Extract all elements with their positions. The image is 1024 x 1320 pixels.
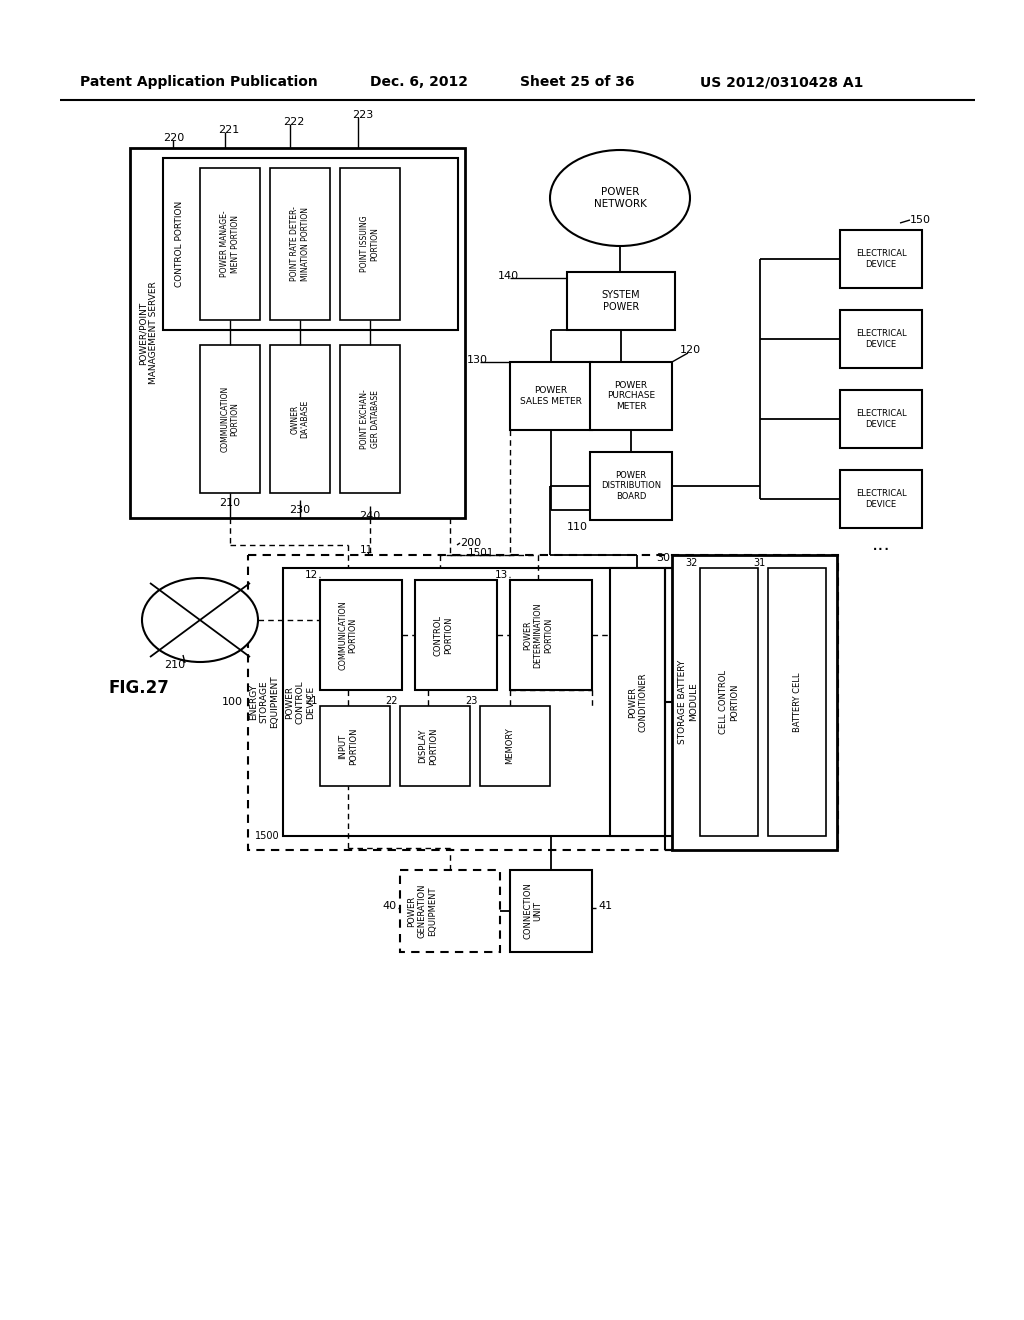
Text: SYSTEM
POWER: SYSTEM POWER — [602, 290, 640, 312]
Text: 230: 230 — [290, 506, 310, 515]
Text: 200: 200 — [460, 539, 481, 548]
Bar — [340, 345, 400, 492]
Bar — [840, 389, 922, 447]
Text: ELECTRICAL
DEVICE: ELECTRICAL DEVICE — [856, 490, 906, 508]
Bar — [840, 310, 922, 368]
Text: 240: 240 — [359, 511, 381, 521]
Bar — [567, 272, 675, 330]
Text: 130: 130 — [467, 355, 488, 366]
Bar — [248, 554, 838, 850]
Bar — [400, 706, 470, 785]
Text: 12: 12 — [305, 570, 318, 579]
Bar — [840, 470, 922, 528]
Text: INPUT
PORTION: INPUT PORTION — [338, 727, 357, 764]
Text: 210: 210 — [219, 498, 241, 508]
Text: ELECTRICAL
DEVICE: ELECTRICAL DEVICE — [856, 329, 906, 348]
Bar — [590, 362, 672, 430]
Text: 221: 221 — [218, 125, 240, 135]
Text: ENERGY
STORAGE
EQUIPMENT: ENERGY STORAGE EQUIPMENT — [249, 676, 279, 729]
Text: POWER
CONDITIONER: POWER CONDITIONER — [629, 672, 648, 731]
Text: CELL CONTROL
PORTION: CELL CONTROL PORTION — [719, 671, 738, 734]
Text: POWER/POINT
MANAGEMENT SERVER: POWER/POINT MANAGEMENT SERVER — [138, 281, 158, 384]
Bar — [340, 168, 400, 319]
Text: 100: 100 — [222, 697, 243, 708]
Text: CONNECTION
UNIT: CONNECTION UNIT — [523, 883, 543, 940]
Text: 120: 120 — [680, 345, 701, 355]
Bar — [672, 554, 837, 850]
Bar — [270, 168, 330, 319]
Text: 222: 222 — [283, 117, 304, 127]
Text: POWER
GENERATION
EQUIPMENT: POWER GENERATION EQUIPMENT — [408, 884, 437, 939]
Bar — [840, 230, 922, 288]
Text: ELECTRICAL
DEVICE: ELECTRICAL DEVICE — [856, 249, 906, 269]
Text: POWER
CONTROL
DEVICE: POWER CONTROL DEVICE — [285, 680, 315, 723]
Text: DISPLAY
PORTION: DISPLAY PORTION — [418, 727, 437, 764]
Bar — [163, 158, 458, 330]
Ellipse shape — [550, 150, 690, 246]
Bar — [480, 706, 550, 785]
Text: 32: 32 — [686, 558, 698, 568]
Text: POINT EXCHAN-
GER DATABASE: POINT EXCHAN- GER DATABASE — [360, 389, 380, 449]
Text: 150: 150 — [910, 215, 931, 224]
Text: 220: 220 — [163, 133, 184, 143]
Bar — [700, 568, 758, 836]
Text: Patent Application Publication: Patent Application Publication — [80, 75, 317, 88]
Text: POINT ISSUING
PORTION: POINT ISSUING PORTION — [360, 215, 380, 272]
Text: 223: 223 — [352, 110, 374, 120]
Text: POWER
PURCHASE
METER: POWER PURCHASE METER — [607, 381, 655, 411]
Text: OWNER
DA'ABASE: OWNER DA'ABASE — [290, 400, 309, 438]
Text: 41: 41 — [598, 902, 612, 911]
Text: COMMUNICATION
PORTION: COMMUNICATION PORTION — [338, 601, 357, 669]
Text: POINT RATE DETER-
MINATION PORTION: POINT RATE DETER- MINATION PORTION — [290, 206, 309, 281]
Bar — [270, 345, 330, 492]
Bar — [768, 568, 826, 836]
Bar — [510, 579, 592, 690]
Text: 140: 140 — [498, 271, 519, 281]
Ellipse shape — [142, 578, 258, 663]
Text: FIG.27: FIG.27 — [108, 678, 169, 697]
Text: 23: 23 — [466, 696, 478, 706]
Bar — [510, 362, 592, 430]
Text: ...: ... — [871, 536, 891, 554]
Text: US 2012/0310428 A1: US 2012/0310428 A1 — [700, 75, 863, 88]
Text: 210: 210 — [165, 660, 185, 671]
Text: Dec. 6, 2012: Dec. 6, 2012 — [370, 75, 468, 88]
Text: ELECTRICAL
DEVICE: ELECTRICAL DEVICE — [856, 409, 906, 429]
Bar — [319, 706, 390, 785]
Bar — [590, 451, 672, 520]
Text: POWER
SALES METER: POWER SALES METER — [520, 387, 582, 405]
Text: MEMORY: MEMORY — [506, 727, 514, 764]
Text: 13: 13 — [495, 570, 508, 579]
Bar — [200, 345, 260, 492]
Text: BATTERY CELL: BATTERY CELL — [793, 672, 802, 731]
Bar — [200, 168, 260, 319]
Bar — [130, 148, 465, 517]
Text: POWER
NETWORK: POWER NETWORK — [594, 187, 646, 209]
Text: 40: 40 — [383, 902, 397, 911]
Text: POWER
DISTRIBUTION
BOARD: POWER DISTRIBUTION BOARD — [601, 471, 662, 500]
Bar — [400, 870, 500, 952]
Text: 110: 110 — [567, 521, 588, 532]
Text: STORAGE BATTERY
MODULE: STORAGE BATTERY MODULE — [678, 660, 697, 744]
Bar — [415, 579, 497, 690]
Text: 30: 30 — [656, 553, 670, 564]
Text: Sheet 25 of 36: Sheet 25 of 36 — [520, 75, 635, 88]
Text: 22: 22 — [385, 696, 398, 706]
Text: POWER
DETERMINATION
PORTION: POWER DETERMINATION PORTION — [523, 602, 553, 668]
Text: CONTROL
PORTION: CONTROL PORTION — [433, 615, 453, 656]
Text: POWER MANAGE-
MENT PORTION: POWER MANAGE- MENT PORTION — [220, 211, 240, 277]
Bar — [510, 870, 592, 952]
Text: 31: 31 — [754, 558, 766, 568]
Bar — [610, 568, 665, 836]
Text: 21: 21 — [305, 696, 318, 706]
Text: 1500: 1500 — [255, 832, 280, 841]
Bar — [283, 568, 673, 836]
Text: 1501: 1501 — [468, 548, 495, 558]
Bar — [319, 579, 402, 690]
Text: COMMUNICATION
PORTION: COMMUNICATION PORTION — [220, 385, 240, 453]
Text: CONTROL PORTION: CONTROL PORTION — [175, 201, 184, 288]
Text: 11: 11 — [360, 545, 374, 554]
